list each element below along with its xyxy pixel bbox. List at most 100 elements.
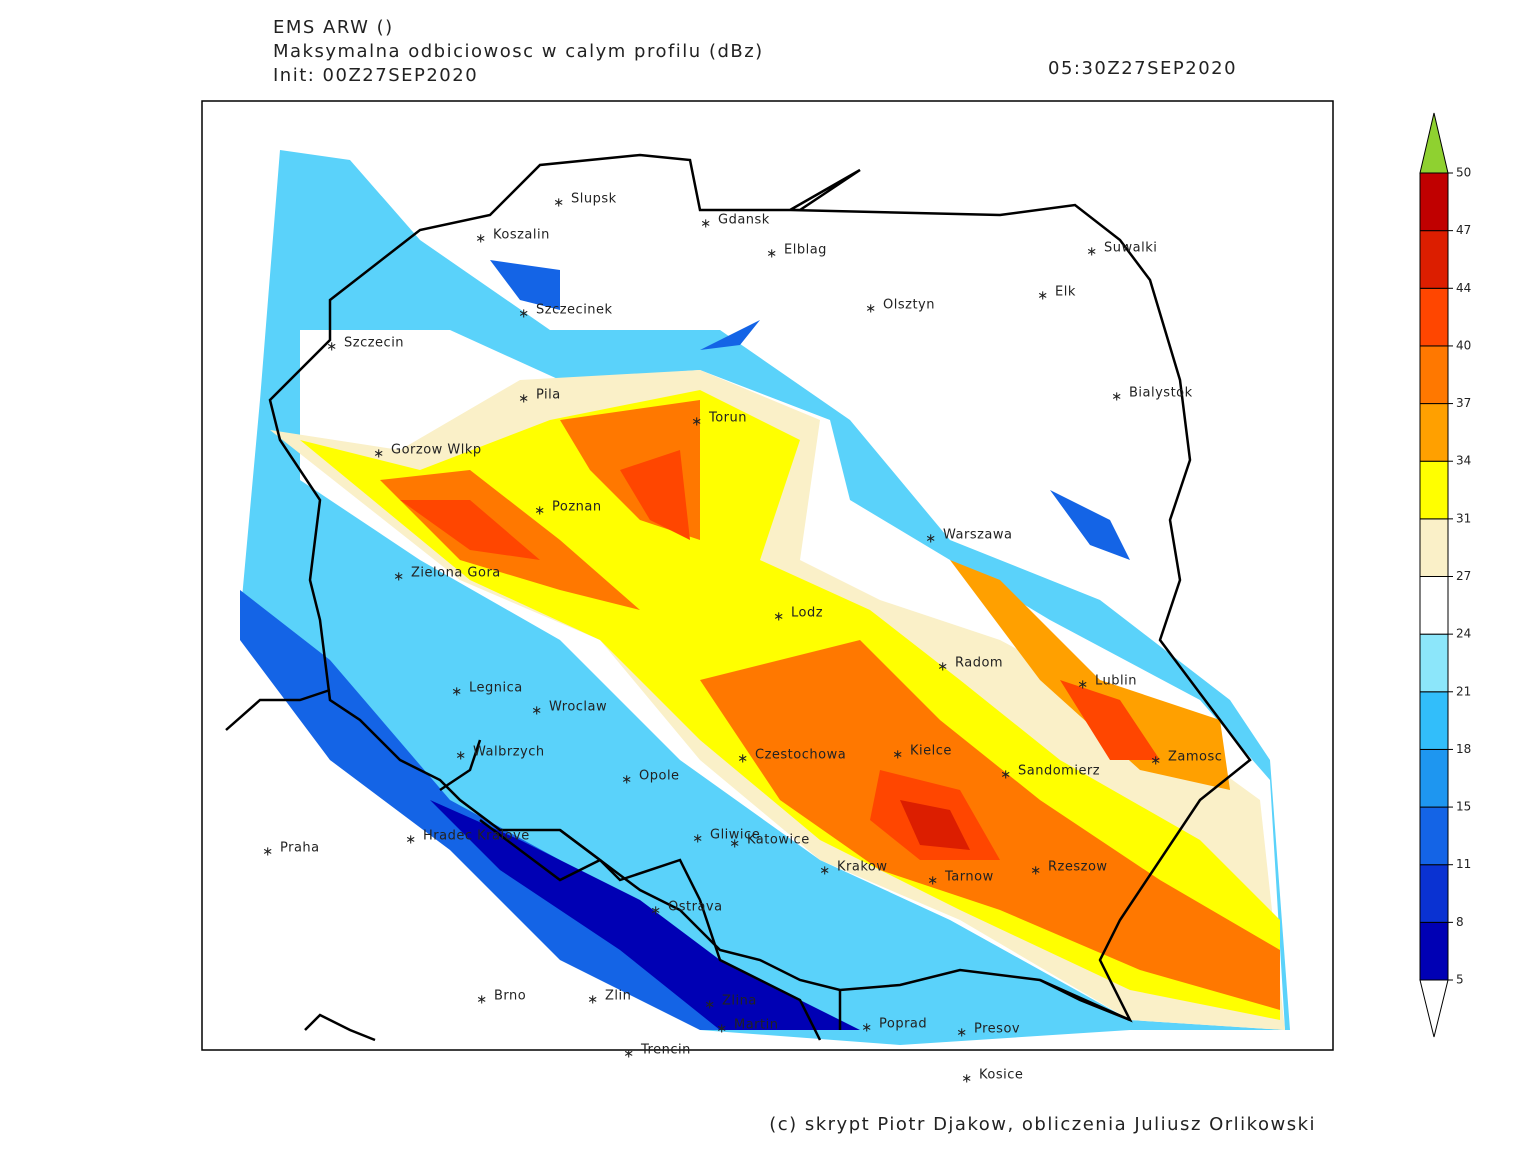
city-label: Rzeszow (1048, 860, 1108, 875)
city-label: Praha (280, 841, 320, 856)
city-marker: ∗ (587, 993, 598, 1008)
colorbar-tick-label: 24 (1456, 627, 1471, 641)
colorbar-segment (1419, 172, 1449, 232)
city-label: Olsztyn (883, 298, 935, 313)
city-label: Gliwice (710, 828, 760, 843)
city-marker: ∗ (1037, 289, 1048, 304)
colorbar-segment (1419, 403, 1449, 462)
city-marker: ∗ (393, 570, 404, 585)
city-label: Czestochowa (755, 748, 846, 763)
city-marker: ∗ (650, 904, 661, 919)
city-marker: ∗ (475, 232, 486, 247)
city-label: Opole (639, 769, 680, 784)
colorbar-segment (1419, 345, 1449, 405)
other-borders (225, 688, 1131, 1042)
field-orange (380, 400, 1280, 1010)
colorbar-tick-label: 31 (1456, 511, 1471, 525)
colorbar-segment (1419, 806, 1449, 866)
valid-time: 05:30Z27SEP2020 (1048, 58, 1237, 79)
colorbar-tick-label: 27 (1456, 569, 1471, 583)
city-label: Brno (494, 989, 526, 1004)
city-marker: ∗ (451, 685, 462, 700)
city-marker: ∗ (716, 1022, 727, 1037)
city-label: Zlin (605, 989, 631, 1004)
city-marker: ∗ (1030, 864, 1041, 879)
colorbar-tick-label: 21 (1456, 684, 1471, 698)
city-marker: ∗ (704, 998, 715, 1013)
city-label: Lodz (791, 606, 823, 621)
colorbar-under (1419, 979, 1449, 1038)
city-label: Pila (536, 388, 561, 403)
city-label: Zamosc (1168, 750, 1222, 765)
colorbar-segment (1419, 576, 1449, 635)
map-frame (201, 100, 1334, 1051)
colorbar-segment (1419, 748, 1449, 808)
colorbar-segment (1419, 518, 1449, 577)
colorbar-tick-label: 11 (1456, 857, 1471, 871)
city-marker: ∗ (553, 196, 564, 211)
field-dark-blue (430, 800, 860, 1030)
colorbar-tick-label: 40 (1456, 338, 1471, 352)
city-label: Torun (708, 411, 747, 426)
colorbar-segment (1419, 287, 1449, 347)
colorbar-segment (1419, 921, 1449, 981)
field-orange-yellow (950, 560, 1230, 790)
city-label: Gdansk (718, 213, 770, 228)
city-labels: ∗ Slupsk ∗ Koszalin ∗ Gdansk ∗ Elblag ∗ Suwalki ∗ E… (262, 192, 1222, 1087)
city-label: Trencin (640, 1043, 691, 1058)
colorbar-tick-label: 8 (1456, 915, 1464, 929)
city-label: Poprad (879, 1017, 927, 1032)
city-marker: ∗ (927, 874, 938, 889)
city-label: Legnica (469, 681, 523, 696)
colorbar: 5 8 11 15 18 21 24 27 31 34 37 40 44 47 50 (1419, 112, 1471, 1038)
city-label: Walbrzych (473, 745, 545, 760)
field-red (900, 800, 970, 850)
city-marker: ∗ (766, 247, 777, 262)
city-marker: ∗ (937, 660, 948, 675)
city-marker: ∗ (623, 1047, 634, 1062)
city-label: Tarnow (944, 870, 994, 885)
city-label: Martin (734, 1018, 778, 1033)
city-marker: ∗ (373, 447, 384, 462)
colorbar-segment (1419, 864, 1449, 923)
city-marker: ∗ (1150, 754, 1161, 769)
city-label: Slupsk (571, 192, 617, 207)
model-title: EMS ARW () (273, 17, 394, 38)
field-title: Maksymalna odbiciowosc w calym profilu (… (273, 41, 764, 62)
colorbar-tick-label: 34 (1456, 454, 1471, 468)
city-label: Poznan (552, 500, 602, 515)
colorbar-segment (1419, 691, 1449, 750)
city-label: Koszalin (493, 228, 550, 243)
init-time: Init: 00Z27SEP2020 (273, 65, 478, 86)
city-label: Suwalki (1104, 241, 1157, 256)
city-label: Radom (955, 656, 1003, 671)
city-marker: ∗ (819, 864, 830, 879)
city-marker: ∗ (925, 532, 936, 547)
colorbar-tick-label: 37 (1456, 396, 1471, 410)
city-label: Hradec Kralove (423, 829, 530, 844)
city-marker: ∗ (1077, 678, 1088, 693)
city-label: Gorzow Wlkp (391, 443, 482, 458)
city-marker: ∗ (865, 302, 876, 317)
city-marker: ∗ (534, 504, 545, 519)
city-label: Presov (974, 1022, 1020, 1037)
city-marker: ∗ (455, 749, 466, 764)
colorbar-tick-label: 18 (1456, 742, 1471, 756)
city-marker: ∗ (961, 1072, 972, 1087)
city-label: Ostrava (668, 900, 723, 915)
city-label: Elk (1055, 285, 1076, 300)
city-label: Szczecinek (536, 303, 613, 318)
city-label: Kosice (979, 1068, 1023, 1083)
colorbar-tick-label: 5 (1456, 973, 1464, 987)
city-marker: ∗ (531, 704, 542, 719)
city-marker: ∗ (518, 307, 529, 322)
city-marker: ∗ (1111, 390, 1122, 405)
city-marker: ∗ (1000, 768, 1011, 783)
city-label: Elblag (784, 243, 827, 258)
city-label: Bialystok (1129, 386, 1193, 401)
field-blue-patches (490, 260, 1130, 560)
city-label: Wroclaw (549, 700, 607, 715)
city-marker: ∗ (956, 1026, 967, 1041)
city-marker: ∗ (773, 610, 784, 625)
